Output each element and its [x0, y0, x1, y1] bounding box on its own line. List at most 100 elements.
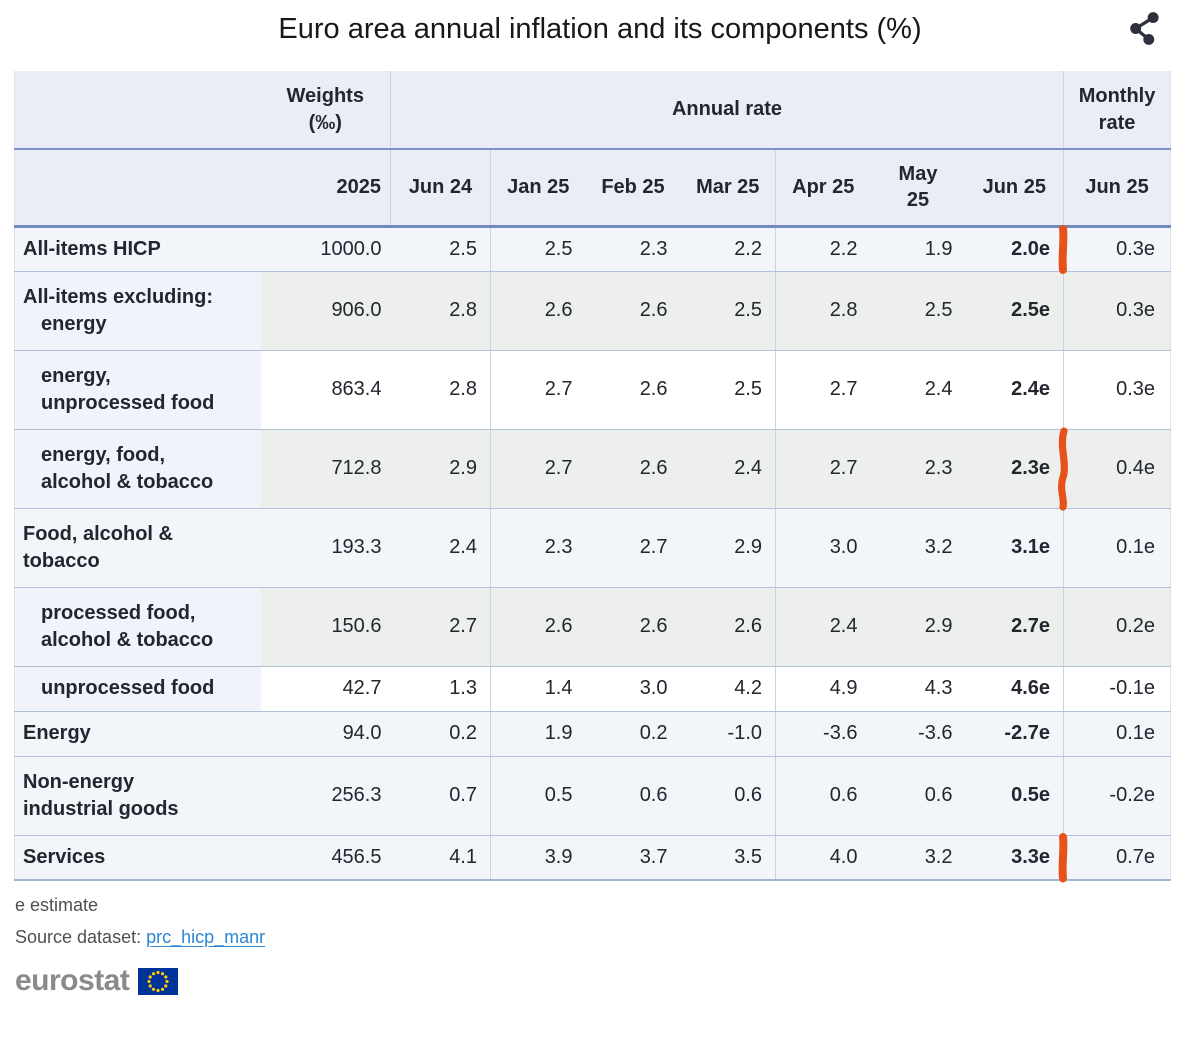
weight-cell: 193.3 [260, 508, 391, 588]
share-button[interactable] [1127, 11, 1163, 49]
col-header-month-jun24: Jun 24 [390, 149, 491, 228]
rate-cell: 4.0 [775, 835, 871, 881]
estimate-value: 4.6e [1011, 677, 1051, 699]
group-header-weights: Weights (‰) [260, 71, 391, 150]
estimate-rate-cell: 3.1e [965, 508, 1065, 588]
rate-cell: 3.9 [490, 835, 586, 881]
row-label-line: alcohol & tobacco [41, 470, 214, 493]
rate-cell: 0.6 [775, 756, 871, 836]
weight-cell: 94.0 [260, 711, 391, 757]
rate-cell: 4.2 [680, 666, 776, 712]
estimate-rate-cell: 0.5e [965, 756, 1065, 836]
estimate-rate-cell: 4.6e [965, 666, 1065, 712]
rate-cell: 2.5 [870, 271, 966, 351]
monthly-rate-cell: 0.2e [1063, 587, 1171, 667]
rate-cell: 2.3 [870, 429, 966, 509]
col-header-month-jun25: Jun 25 [965, 149, 1065, 228]
col-header-year: 2025 [260, 149, 391, 228]
table-row: Services 456.5 4.1 3.9 3.7 3.5 4.0 3.2 3.3e 0.7e [14, 832, 1171, 882]
rate-cell: 2.6 [680, 587, 776, 667]
row-label-cell: All-items excluding: energy [14, 271, 261, 351]
rate-cell: 1.3 [390, 666, 491, 712]
rate-cell: 2.6 [585, 429, 681, 509]
rate-cell: 4.3 [870, 666, 966, 712]
row-label-line: All-items HICP [23, 237, 161, 260]
estimate-value: 2.7e [1011, 615, 1051, 637]
rate-cell: 3.0 [585, 666, 681, 712]
weights-header-line: (‰) [308, 111, 342, 134]
estimate-value: 2.3e [1011, 457, 1051, 479]
estimate-value: 2.0e [1011, 237, 1051, 260]
rate-cell: 2.9 [390, 429, 491, 509]
row-label-line: Non-energy [23, 770, 135, 793]
col-header-month-jan25: Jan 25 [490, 149, 586, 228]
rate-cell: 2.4 [390, 508, 491, 588]
rate-cell: 2.6 [585, 587, 681, 667]
row-label-cell: Services [14, 835, 261, 881]
rate-cell: 2.5 [490, 226, 586, 272]
row-label-cell: Food, alcohol & tobacco [14, 508, 261, 588]
table-row: All-items HICP 1000.0 2.5 2.5 2.3 2.2 2.2 1.9 2.… [14, 224, 1171, 274]
table-row: energy, food, alcohol & tobacco 712.8 2.9 2.… [14, 426, 1171, 511]
rate-cell: 2.8 [390, 271, 491, 351]
group-header-row: Weights (‰) Annual rate Monthly rate [14, 71, 1171, 150]
monthly-rate-cell: -0.1e [1063, 666, 1171, 712]
estimate-value: 3.3e [1011, 845, 1051, 868]
rate-cell: 2.7 [585, 508, 681, 588]
estimate-rate-cell: 2.4e [965, 350, 1065, 430]
rate-cell: 2.3 [490, 508, 586, 588]
monthly-rate-cell: 0.3e [1063, 226, 1171, 272]
rate-cell: 3.5 [680, 835, 776, 881]
rate-cell: 0.6 [870, 756, 966, 836]
rate-cell: 0.7 [390, 756, 491, 836]
source-dataset-link[interactable]: prc_hicp_manr [146, 927, 266, 947]
rate-cell: 4.9 [775, 666, 871, 712]
monthly-rate-cell: 0.1e [1063, 711, 1171, 757]
row-label-cell: All-items HICP [14, 226, 261, 272]
table-row: energy, unprocessed food 863.4 2.8 2.7 2.6 2.5… [14, 350, 1171, 430]
weight-cell: 863.4 [260, 350, 391, 430]
rate-cell: 0.5 [490, 756, 586, 836]
rate-cell: 3.7 [585, 835, 681, 881]
rate-cell: 2.7 [390, 587, 491, 667]
monthly-header-line: Monthly [1078, 84, 1156, 107]
estimate-value: 2.4e [1011, 378, 1051, 400]
weight-cell: 712.8 [260, 429, 391, 509]
source-dataset-label: Source dataset: [15, 927, 142, 947]
estimate-value: -2.7e [1004, 722, 1051, 744]
table-row: Energy 94.0 0.2 1.9 0.2 -1.0 -3.6 -3.6 -2.7e 0.1e [14, 711, 1171, 757]
rate-cell: 2.7 [775, 429, 871, 509]
weight-cell: 456.5 [260, 835, 391, 881]
monthly-rate-cell: -0.2e [1063, 756, 1171, 836]
rate-cell: 0.2 [390, 711, 491, 757]
rate-cell: 2.8 [390, 350, 491, 430]
table-row: unprocessed food 42.7 1.3 1.4 3.0 4.2 4.9 4.3 4.… [14, 666, 1171, 712]
weight-cell: 906.0 [260, 271, 391, 351]
group-header-annual-rate: Annual rate [390, 71, 1065, 150]
weight-cell: 1000.0 [260, 226, 391, 272]
rate-cell: 2.7 [490, 429, 586, 509]
source-dataset: Source dataset: prc_hicp_manr [15, 927, 1200, 948]
eu-flag-icon [138, 967, 179, 995]
rate-cell: 3.0 [775, 508, 871, 588]
rate-cell: 2.8 [775, 271, 871, 351]
rate-cell: 0.6 [680, 756, 776, 836]
rate-cell: -3.6 [870, 711, 966, 757]
rate-cell: 2.6 [490, 587, 586, 667]
row-label-line: industrial goods [23, 797, 179, 820]
row-label-line: Energy [23, 722, 91, 744]
rate-cell: 2.5 [390, 226, 491, 272]
row-label-line: processed food, [41, 601, 196, 624]
estimate-rate-cell: 2.3e [965, 426, 1068, 511]
table-row: processed food, alcohol & tobacco 150.6 2.7… [14, 587, 1171, 667]
row-label-cell: unprocessed food [14, 666, 261, 712]
row-label-cell: energy, food, alcohol & tobacco [14, 429, 261, 509]
rate-cell: 2.9 [680, 508, 776, 588]
row-label-cell: Non-energy industrial goods [14, 756, 261, 836]
estimate-rate-cell: 2.0e [965, 224, 1068, 274]
row-label-cell: processed food, alcohol & tobacco [14, 587, 261, 667]
row-label-line: alcohol & tobacco [41, 628, 214, 651]
col-header-monthly-jun25: Jun 25 [1063, 149, 1171, 228]
weight-cell: 256.3 [260, 756, 391, 836]
